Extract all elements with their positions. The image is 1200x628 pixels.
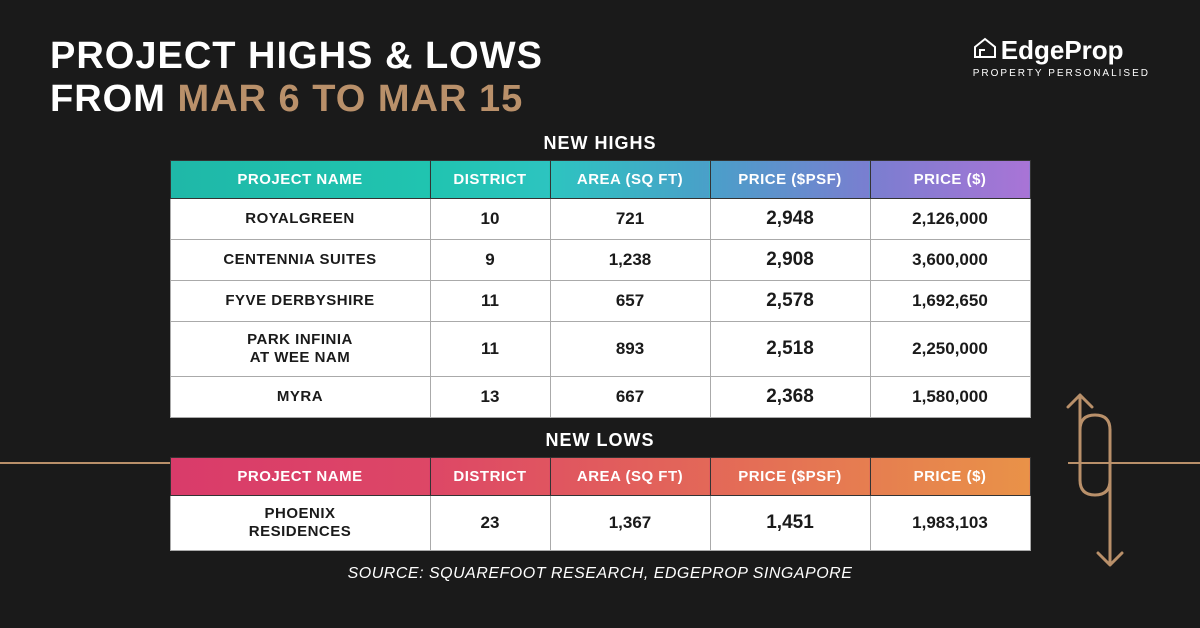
th-district: DISTRICT: [430, 458, 550, 496]
cell-project-name: ROYALGREEN: [170, 199, 430, 240]
table-row: MYRA136672,3681,580,000: [170, 377, 1030, 418]
cell-psf: 2,368: [710, 377, 870, 418]
table-row: PHOENIXRESIDENCES231,3671,4511,983,103: [170, 496, 1030, 551]
cell-district: 23: [430, 496, 550, 551]
title-date: MAR 6 TO MAR 15: [177, 78, 523, 120]
divider-left: [0, 462, 170, 464]
cell-project-name: PARK INFINIAAT WEE NAM: [170, 322, 430, 377]
cell-psf: 1,451: [710, 496, 870, 551]
table-row: ROYALGREEN107212,9482,126,000: [170, 199, 1030, 240]
th-project-name: PROJECT NAME: [170, 458, 430, 496]
cell-project-name: FYVE DERBYSHIRE: [170, 281, 430, 322]
table-row: FYVE DERBYSHIRE116572,5781,692,650: [170, 281, 1030, 322]
cell-psf: 2,578: [710, 281, 870, 322]
logo-text: EdgeProp: [1001, 35, 1124, 66]
source-text: SOURCE: SQUAREFOOT RESEARCH, EDGEPROP SI…: [50, 565, 1150, 583]
cell-area: 667: [550, 377, 710, 418]
house-icon: [973, 35, 997, 66]
title-line1: PROJECT HIGHS & LOWS: [50, 35, 543, 78]
th-psf: PRICE ($PSF): [710, 458, 870, 496]
cell-psf: 2,518: [710, 322, 870, 377]
lows-header-row: PROJECT NAME DISTRICT AREA (SQ FT) PRICE…: [170, 458, 1030, 496]
title-line2: FROM MAR 6 TO MAR 15: [50, 78, 543, 121]
highs-table: PROJECT NAME DISTRICT AREA (SQ FT) PRICE…: [170, 160, 1031, 418]
th-area: AREA (SQ FT): [550, 458, 710, 496]
lows-table: PROJECT NAME DISTRICT AREA (SQ FT) PRICE…: [170, 457, 1031, 551]
cell-area: 1,238: [550, 240, 710, 281]
cell-area: 1,367: [550, 496, 710, 551]
lows-label: NEW LOWS: [50, 430, 1150, 451]
logo-tagline: PROPERTY PERSONALISED: [973, 68, 1150, 79]
cell-project-name: MYRA: [170, 377, 430, 418]
cell-psf: 2,908: [710, 240, 870, 281]
th-price: PRICE ($): [870, 458, 1030, 496]
up-down-arrows-icon: [1050, 380, 1140, 585]
th-district: DISTRICT: [430, 161, 550, 199]
table-row: PARK INFINIAAT WEE NAM118932,5182,250,00…: [170, 322, 1030, 377]
th-psf: PRICE ($PSF): [710, 161, 870, 199]
th-price: PRICE ($): [870, 161, 1030, 199]
title-from: FROM: [50, 78, 177, 120]
th-area: AREA (SQ FT): [550, 161, 710, 199]
cell-project-name: CENTENNIA SUITES: [170, 240, 430, 281]
table-row: CENTENNIA SUITES91,2382,9083,600,000: [170, 240, 1030, 281]
cell-psf: 2,948: [710, 199, 870, 240]
cell-price: 3,600,000: [870, 240, 1030, 281]
cell-project-name: PHOENIXRESIDENCES: [170, 496, 430, 551]
cell-price: 1,983,103: [870, 496, 1030, 551]
cell-district: 11: [430, 281, 550, 322]
cell-district: 11: [430, 322, 550, 377]
cell-area: 721: [550, 199, 710, 240]
cell-area: 657: [550, 281, 710, 322]
cell-district: 13: [430, 377, 550, 418]
cell-district: 9: [430, 240, 550, 281]
cell-price: 1,692,650: [870, 281, 1030, 322]
cell-price: 2,126,000: [870, 199, 1030, 240]
highs-header-row: PROJECT NAME DISTRICT AREA (SQ FT) PRICE…: [170, 161, 1030, 199]
cell-price: 1,580,000: [870, 377, 1030, 418]
brand-logo: EdgeProp PROPERTY PERSONALISED: [973, 35, 1150, 79]
highs-label: NEW HIGHS: [50, 133, 1150, 154]
cell-price: 2,250,000: [870, 322, 1030, 377]
th-project-name: PROJECT NAME: [170, 161, 430, 199]
cell-area: 893: [550, 322, 710, 377]
cell-district: 10: [430, 199, 550, 240]
page-title: PROJECT HIGHS & LOWS FROM MAR 6 TO MAR 1…: [50, 35, 543, 121]
